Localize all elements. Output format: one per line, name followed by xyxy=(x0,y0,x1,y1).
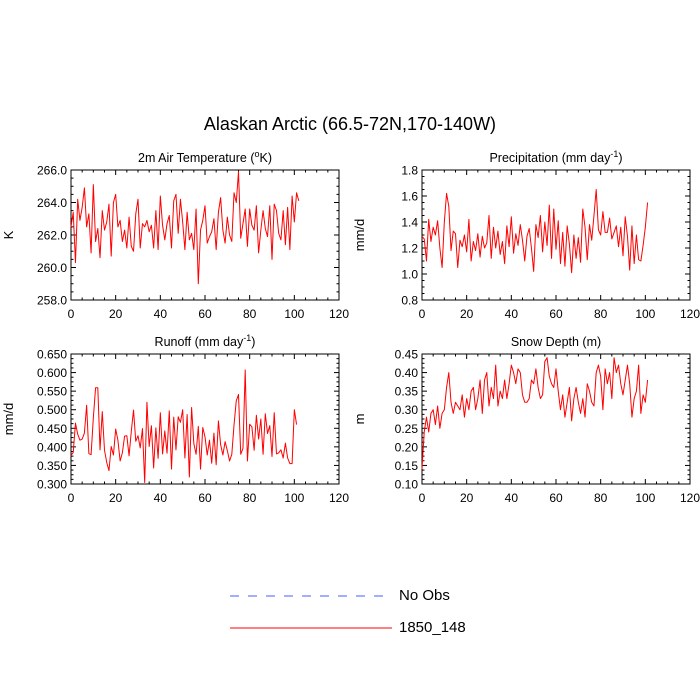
y-tick-label: 0.40 xyxy=(395,366,419,380)
y-tick-label: 0.45 xyxy=(395,348,419,362)
x-tick-label: 80 xyxy=(594,491,608,505)
y-tick-label: 0.550 xyxy=(37,385,67,399)
y-tick-label: 1.4 xyxy=(401,216,418,230)
y-tick-label: 264.0 xyxy=(37,196,67,210)
panel-title: Runoff (mm day-1) xyxy=(155,333,256,349)
x-tick-label: 0 xyxy=(68,491,75,505)
plot-frame xyxy=(421,169,691,301)
y-tick-label: 0.600 xyxy=(37,366,67,380)
y-tick-label: 0.15 xyxy=(395,459,419,473)
x-tick-label: 120 xyxy=(329,491,349,505)
y-tick-label: 0.500 xyxy=(37,403,67,417)
x-tick-label: 0 xyxy=(419,491,426,505)
y-tick-label: 0.450 xyxy=(37,422,67,436)
panel-precipitation-mm-day: 0 20 40 60 80 100 120 0.8 1.0 1.2 1.4 1.6 1.8 mm/d Pre… xyxy=(352,149,700,321)
y-tick-label: 1.8 xyxy=(401,164,418,178)
y-tick-label: 260.0 xyxy=(37,261,67,275)
x-tick-label: 60 xyxy=(549,307,563,321)
panel-title: 2m Air Temperature (oK) xyxy=(138,149,272,165)
y-tick-label: 0.20 xyxy=(395,440,419,454)
plot-frame xyxy=(70,353,340,485)
y-axis-label: mm/d xyxy=(1,403,16,436)
x-tick-label: 20 xyxy=(460,491,474,505)
y-tick-label: 0.300 xyxy=(37,478,67,492)
x-tick-label: 100 xyxy=(635,307,655,321)
y-tick-label: 0.10 xyxy=(395,478,419,492)
panel-title: Precipitation (mm day-1) xyxy=(489,149,622,165)
y-tick-label: 0.350 xyxy=(37,459,67,473)
y-axis-label: m xyxy=(352,414,367,425)
series-line-1850-148 xyxy=(70,369,298,484)
y-tick-label: 0.30 xyxy=(395,403,419,417)
series-line-1850-148 xyxy=(70,171,300,285)
panel-snow-depth-m: 0 20 40 60 80 100 120 0.10 0.15 0.20 0.25 0.30 0.35 0… xyxy=(352,335,700,505)
x-tick-label: 80 xyxy=(243,491,257,505)
x-tick-label: 0 xyxy=(419,307,426,321)
figure-title: Alaskan Arctic (66.5-72N,170-140W) xyxy=(203,114,497,134)
x-tick-label: 60 xyxy=(198,491,212,505)
x-tick-label: 20 xyxy=(460,307,474,321)
x-tick-label: 20 xyxy=(109,307,123,321)
x-tick-label: 80 xyxy=(243,307,257,321)
x-tick-label: 40 xyxy=(505,307,519,321)
x-tick-label: 80 xyxy=(594,307,608,321)
panel-title: Snow Depth (m) xyxy=(511,335,601,349)
y-tick-label: 0.8 xyxy=(401,294,418,308)
panel-runoff-mm-day: 0 20 40 60 80 100 120 0.300 0.350 0.400 0.450 0.500… xyxy=(1,333,349,505)
x-tick-label: 100 xyxy=(284,491,304,505)
x-tick-label: 40 xyxy=(154,307,168,321)
y-tick-label: 1.6 xyxy=(401,190,418,204)
plot-frame xyxy=(70,169,340,301)
x-tick-label: 120 xyxy=(329,307,349,321)
y-tick-label: 262.0 xyxy=(37,229,67,243)
y-axis-label: mm/d xyxy=(352,219,367,252)
y-tick-label: 0.400 xyxy=(37,440,67,454)
y-tick-label: 1.0 xyxy=(401,268,418,282)
y-axis-label: K xyxy=(1,230,16,239)
y-tick-label: 258.0 xyxy=(37,294,67,308)
x-tick-label: 120 xyxy=(680,491,700,505)
y-tick-label: 0.650 xyxy=(37,348,67,362)
y-tick-label: 266.0 xyxy=(37,164,67,178)
x-tick-label: 40 xyxy=(154,491,168,505)
legend-label-no-obs: No Obs xyxy=(399,587,450,604)
x-tick-label: 100 xyxy=(635,491,655,505)
x-tick-label: 0 xyxy=(68,307,75,321)
series-line-1850-148 xyxy=(421,189,649,274)
y-tick-label: 0.35 xyxy=(395,385,419,399)
x-tick-label: 20 xyxy=(109,491,123,505)
y-tick-label: 0.25 xyxy=(395,422,419,436)
legend-label-1850-148: 1850_148 xyxy=(399,619,466,636)
y-tick-label: 1.2 xyxy=(401,242,418,256)
x-tick-label: 100 xyxy=(284,307,304,321)
x-tick-label: 60 xyxy=(198,307,212,321)
panel-2m-air-temperature-k: 0 20 40 60 80 100 120 258.0 260.0 262.0 264.0 266.0… xyxy=(1,149,349,321)
x-tick-label: 40 xyxy=(505,491,519,505)
series-line-1850-148 xyxy=(421,357,649,470)
x-tick-label: 120 xyxy=(680,307,700,321)
x-tick-label: 60 xyxy=(549,491,563,505)
